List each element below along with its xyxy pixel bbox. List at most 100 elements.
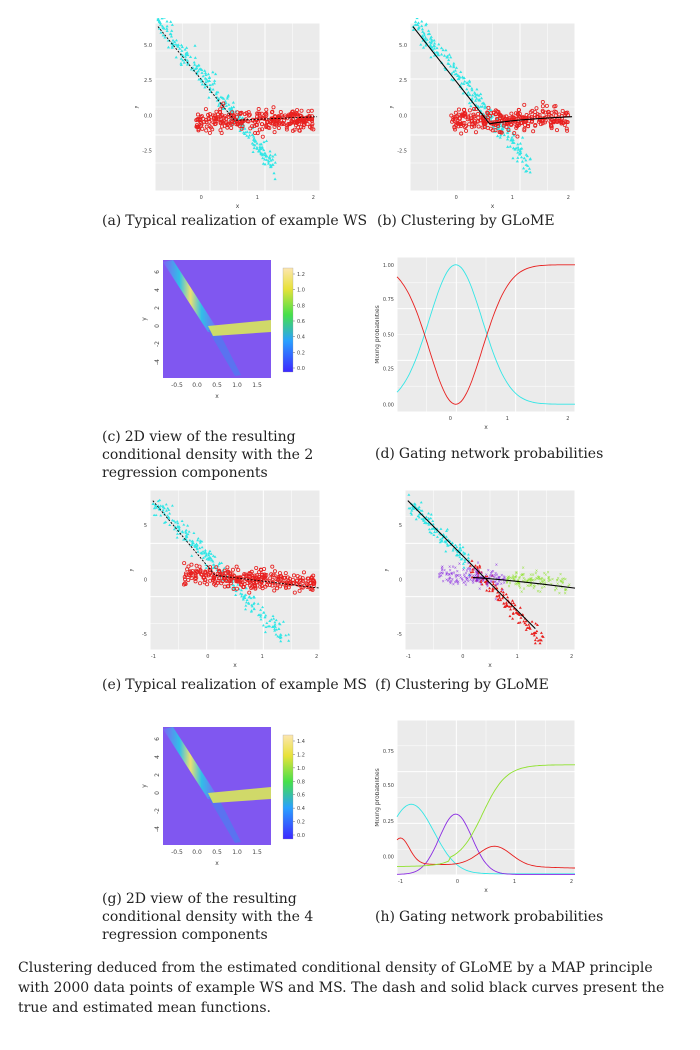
y-axis-label: y xyxy=(385,568,389,572)
cyan-point xyxy=(473,94,478,98)
red-point xyxy=(308,580,313,585)
cluster-point: × xyxy=(559,578,562,583)
cyan-point xyxy=(204,554,208,557)
cluster-point: × xyxy=(460,576,463,581)
cluster-point: × xyxy=(440,567,443,572)
cluster-point: × xyxy=(440,570,443,575)
cyan-point xyxy=(206,72,211,76)
colorbar-tick-label: 0.0 xyxy=(297,833,305,839)
cluster-point: × xyxy=(494,570,497,575)
gating-curve-green xyxy=(397,764,575,867)
red-point xyxy=(216,578,221,583)
cluster-point: × xyxy=(468,566,471,571)
cyan-point xyxy=(203,76,207,80)
red-point xyxy=(531,129,536,134)
cluster-point: × xyxy=(487,567,490,572)
red-point xyxy=(486,105,491,110)
cluster-point: × xyxy=(478,577,481,582)
red-point xyxy=(190,569,195,574)
red-point xyxy=(186,564,191,569)
cyan-point xyxy=(440,536,444,540)
red-point xyxy=(299,125,304,130)
red-point xyxy=(557,119,562,124)
cluster-point: × xyxy=(438,573,441,578)
cluster-point: × xyxy=(466,576,469,581)
cyan-point xyxy=(245,134,249,137)
cyan-point xyxy=(540,634,544,638)
red-point xyxy=(243,117,248,122)
density-band-horizontal xyxy=(208,320,271,336)
cyan-point xyxy=(478,566,482,569)
red-point xyxy=(544,103,549,108)
cluster-point: × xyxy=(452,581,455,586)
red-point xyxy=(196,128,201,133)
cyan-point xyxy=(426,29,431,32)
y-tick-label: 0.25 xyxy=(383,367,394,373)
colorbar-tick-label: 0.6 xyxy=(297,793,305,799)
cyan-point xyxy=(443,540,447,543)
cluster-point: × xyxy=(479,582,482,587)
cluster-point: × xyxy=(506,575,509,580)
red-point xyxy=(557,112,562,117)
cyan-point xyxy=(469,104,473,108)
cluster-point: × xyxy=(522,575,525,580)
caption-f: (f) Clustering by GLoME xyxy=(375,677,549,693)
cyan-point xyxy=(468,564,472,567)
caption-b: (b) Clustering by GLoME xyxy=(377,213,555,229)
cluster-point: × xyxy=(525,578,528,583)
gating-curve-red xyxy=(396,264,575,405)
cluster-point: × xyxy=(559,572,562,577)
cyan-point xyxy=(506,135,510,138)
cyan-point xyxy=(261,162,265,165)
cluster-point: × xyxy=(515,570,518,575)
red-point xyxy=(257,570,262,575)
red-point xyxy=(222,584,227,589)
cluster-point: × xyxy=(476,560,479,565)
cluster-point: × xyxy=(447,571,450,576)
cyan-point xyxy=(243,594,247,597)
caption-h: (h) Gating network probabilities xyxy=(375,909,604,925)
cyan-point xyxy=(266,159,271,163)
cyan-point xyxy=(424,22,428,26)
red-point xyxy=(495,121,500,126)
cluster-point: × xyxy=(523,577,526,582)
cyan-point xyxy=(415,23,419,26)
cyan-point xyxy=(447,58,451,62)
colorbar xyxy=(282,267,294,373)
cluster-point: × xyxy=(440,573,443,578)
red-point xyxy=(194,568,199,573)
red-point xyxy=(449,113,454,118)
red-point xyxy=(220,124,225,129)
red-point xyxy=(228,121,233,126)
cluster-point: × xyxy=(529,582,532,587)
cluster-point: × xyxy=(511,573,514,578)
cyan-point xyxy=(262,148,266,152)
cyan-point xyxy=(167,508,171,511)
cyan-point xyxy=(450,71,454,75)
cyan-point xyxy=(273,620,277,624)
cluster-point: × xyxy=(476,573,479,578)
red-point xyxy=(479,118,484,123)
cluster-point: × xyxy=(536,574,539,579)
y-tick-label: 0.50 xyxy=(383,783,394,789)
cyan-point xyxy=(259,617,263,621)
red-point xyxy=(297,128,302,133)
red-point xyxy=(242,572,247,577)
cyan-point xyxy=(483,106,487,110)
estimated-mean-curve xyxy=(412,26,573,125)
cyan-point xyxy=(520,160,525,163)
y-tick-label: 0.00 xyxy=(383,854,394,860)
red-point xyxy=(272,130,277,135)
cluster-point: × xyxy=(450,570,453,575)
cyan-point xyxy=(453,69,457,72)
cluster-point: × xyxy=(473,566,476,571)
cluster-point: × xyxy=(543,571,546,576)
cyan-point xyxy=(157,27,161,30)
cyan-point xyxy=(193,44,197,47)
y-axis-label: Mixing probabilities xyxy=(375,768,381,827)
cluster-point: × xyxy=(500,573,503,578)
cluster-point: × xyxy=(560,579,563,584)
cyan-point xyxy=(211,566,215,570)
cyan-point xyxy=(271,158,275,161)
cyan-point xyxy=(165,514,169,517)
